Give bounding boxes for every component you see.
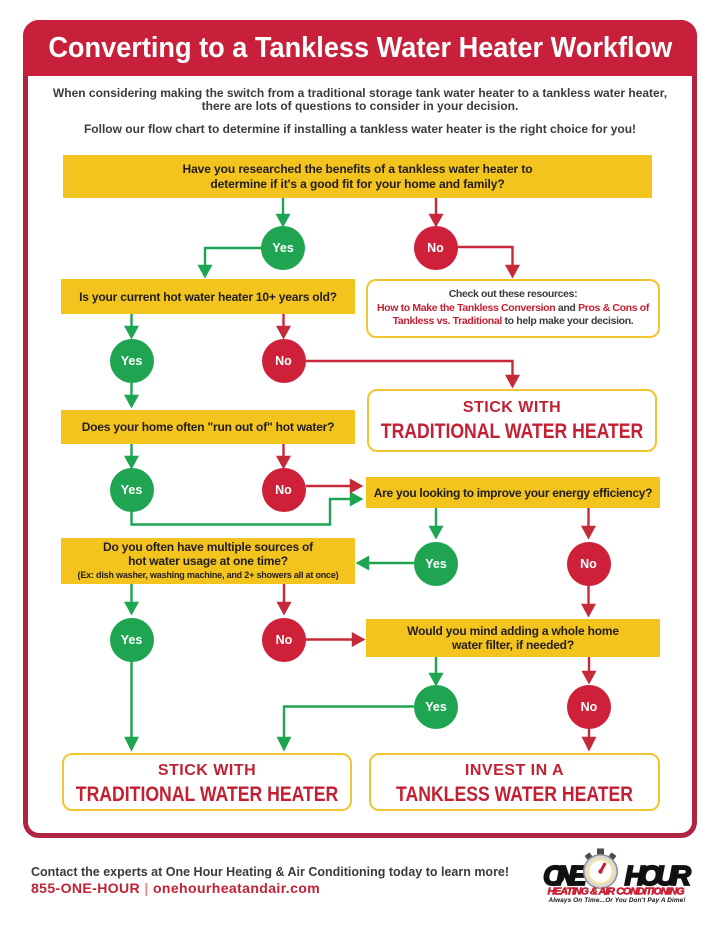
svg-text:ONE: ONE <box>543 860 588 891</box>
svg-text:HEATING & AIR CONDITIONING: HEATING & AIR CONDITIONING <box>548 886 685 898</box>
svg-text:Always On Time...Or You Don't: Always On Time...Or You Don't Pay A Dime… <box>548 897 687 904</box>
svg-text:HOUR: HOUR <box>625 860 692 891</box>
